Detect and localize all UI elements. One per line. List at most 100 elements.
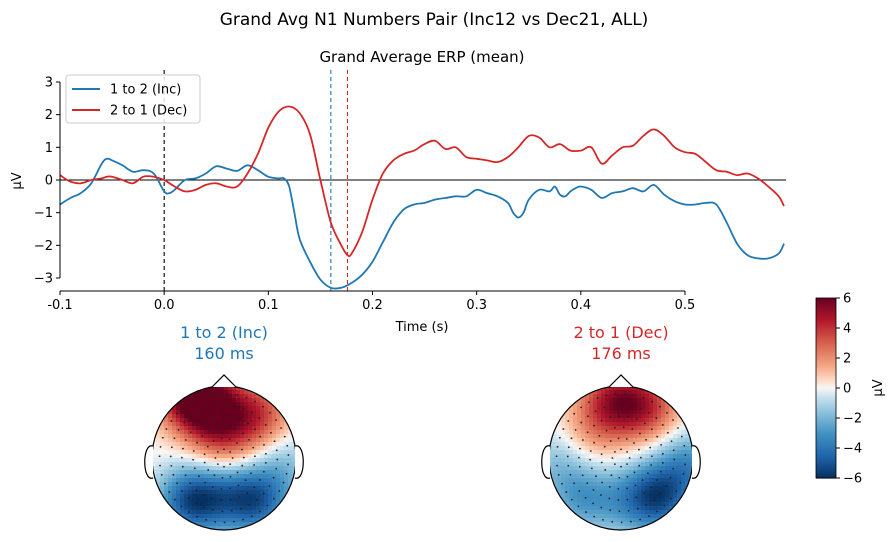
topomap-cell [629, 478, 634, 483]
topomap-cell [240, 442, 245, 447]
topomap-cell [573, 426, 578, 431]
topomap-cell [236, 438, 241, 443]
topomap-cell [164, 462, 169, 467]
sensor-dot [600, 461, 603, 464]
sensor-dot [595, 475, 597, 478]
y-tick-label-6: 3 [45, 76, 53, 91]
sensor-dot [176, 482, 178, 485]
topomap-cell [252, 502, 257, 507]
sensor-dot [242, 456, 245, 459]
topomap-cell [232, 494, 237, 499]
topomap-cell [248, 486, 253, 491]
sensor-dot [611, 520, 614, 523]
topomap-cell [601, 458, 606, 463]
topomap-cell [593, 394, 598, 399]
topomap-cell [621, 422, 626, 427]
topomap-cell [280, 482, 285, 487]
topomap-cell [677, 478, 682, 483]
sensor-dot [180, 456, 183, 459]
topomap-cell [268, 418, 273, 423]
topomap-cell [669, 458, 674, 463]
topomap-cell [621, 498, 626, 503]
topomap-cell [236, 466, 241, 471]
topomap-cell [617, 418, 622, 423]
topomap-cell [665, 478, 670, 483]
sensor-dot [204, 481, 206, 484]
topomap-cell [613, 434, 618, 439]
topomap-cell [621, 470, 626, 475]
erp-legend: 1 to 2 (Inc) 2 to 1 (Dec) [65, 74, 201, 124]
topomap-cell [629, 422, 634, 427]
topomap-cell [200, 430, 205, 435]
topomap-cell [288, 450, 293, 455]
topomap-cell [188, 398, 193, 403]
topomap-cell [597, 390, 602, 395]
sensor-dot [642, 396, 645, 399]
topomap-cell [252, 514, 257, 519]
sensor-dot [556, 464, 558, 467]
colorbar-cell [816, 456, 836, 459]
sensor-dot [169, 455, 172, 458]
topomap-cell [184, 410, 189, 415]
topomap-cell [569, 418, 574, 423]
topomap-cell [228, 470, 233, 475]
topomap-cell [605, 482, 610, 487]
topomap-cell [268, 498, 273, 503]
topomap-cell [184, 514, 189, 519]
topomap-cell [260, 410, 265, 415]
sensor-dot [239, 507, 242, 510]
topomap-cell [216, 386, 221, 391]
topomap-cell [264, 498, 269, 503]
topomap-cell [589, 510, 594, 515]
sensor-dot [266, 504, 269, 507]
topomap-cell [280, 486, 285, 491]
topomap-cell [232, 442, 237, 447]
sensor-dot [173, 498, 176, 501]
topomap-cell [160, 474, 165, 479]
sensor-dot [214, 520, 217, 523]
topomap-cell [172, 486, 177, 491]
topomap-cell [200, 502, 205, 507]
topomap-cell [204, 426, 209, 431]
topomap-cell [649, 394, 654, 399]
topomap-cell [188, 498, 193, 503]
topomap-cell [633, 474, 638, 479]
topomap-cell [593, 422, 598, 427]
topomap-cell [216, 486, 221, 491]
topomap-cell [256, 470, 261, 475]
topomap-cell [597, 506, 602, 511]
topomap-cell [260, 450, 265, 455]
topomap-cell [264, 506, 269, 511]
topomap-cell [232, 510, 237, 515]
topomap-cell [180, 470, 185, 475]
topomap-cell [164, 422, 169, 427]
topomap-cell [280, 450, 285, 455]
topomap-cell [204, 446, 209, 451]
topomap-cell [236, 422, 241, 427]
topomap-cell [641, 390, 646, 395]
topomap-cell [208, 470, 213, 475]
topomap-cell [264, 446, 269, 451]
erp-ylabel: µV [10, 172, 25, 189]
topomap-cell [633, 478, 638, 483]
topomap-cell [677, 454, 682, 459]
topomap-cell [617, 430, 622, 435]
topomap-cell [565, 442, 570, 447]
topomap-cell [673, 502, 678, 507]
topomap-cell [577, 426, 582, 431]
topomap-cell [216, 498, 221, 503]
topomap-cell [605, 462, 610, 467]
sensor-dot [223, 465, 225, 468]
topomap-cell [597, 398, 602, 403]
sensor-dot [286, 444, 289, 447]
topomap-cell [569, 490, 574, 495]
topomap-cell [228, 518, 233, 523]
topomap-cell [573, 406, 578, 411]
topomap-cell [224, 510, 229, 515]
sensor-dot [641, 479, 644, 482]
topomap-cell [649, 490, 654, 495]
topomap-cell [208, 446, 213, 451]
topomap-cell [204, 462, 209, 467]
topomap-cell [216, 398, 221, 403]
topomap-cell [669, 422, 674, 427]
